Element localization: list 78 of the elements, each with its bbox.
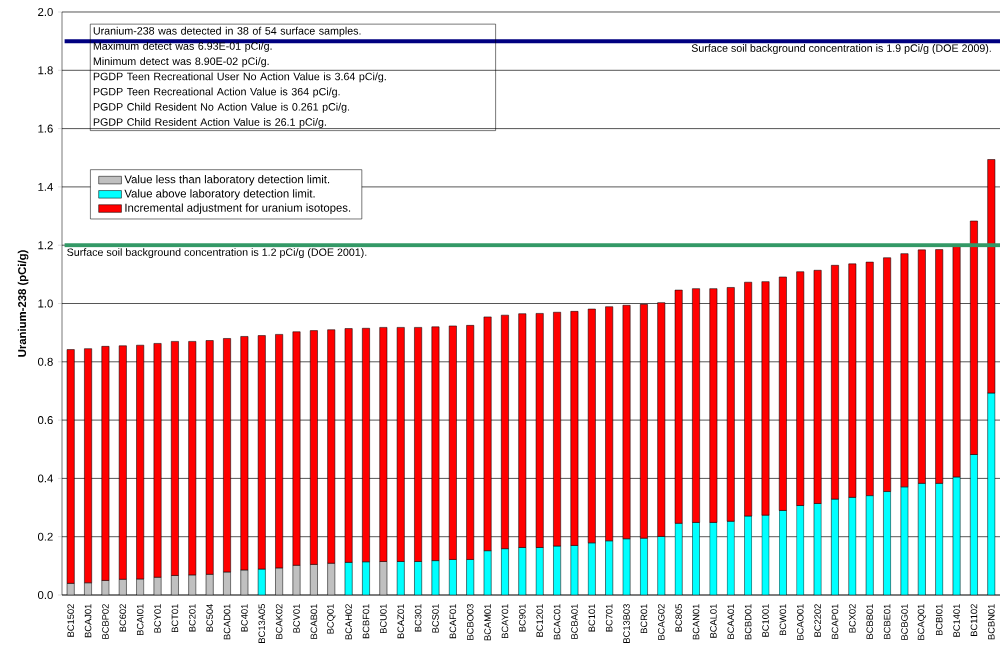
annotation: Maximum detect was 6.93E-01 pCi/g. — [93, 41, 272, 52]
x-tick-label: BCAH02 — [345, 604, 352, 640]
x-tick-label: BCAO01 — [796, 604, 804, 640]
x-tick-label: BCAN01 — [692, 604, 700, 640]
x-tick-label: BC1102 — [970, 604, 978, 636]
x-tick-label: BC301 — [414, 604, 422, 632]
annotation: Uranium-238 was detected in 38 of 54 surface samples. — [93, 26, 361, 37]
x-tick-label: BCW01 — [779, 604, 787, 636]
x-tick-label: BC201 — [188, 604, 196, 632]
x-tick-label: BC1401 — [953, 604, 960, 637]
annotation: PGDP Child Resident Action Value is 26.1 pCi/g. — [93, 117, 326, 128]
x-tick-label: BCBN01 — [988, 604, 995, 640]
annotation: PGDP Teen Recreational User No Action Value is 3.64 pCi/g. — [93, 72, 386, 83]
x-tick-label: BC701 — [605, 604, 613, 632]
x-tick-label: BCBE01 — [883, 604, 891, 639]
y-tick-label: 2.0 — [38, 8, 53, 17]
x-tick-label: BC805 — [675, 604, 682, 632]
x-tick-label: BCAI01 — [136, 604, 144, 636]
annotation: PGDP Child Resident No Action Value is 0.261 pCi/g. — [93, 102, 350, 113]
y-tick-label: 1.6 — [38, 124, 53, 133]
ref-line-label: Surface soil background concentration is 1.2 pCi/g (DOE 2001). — [67, 248, 367, 259]
x-tick-label: BC504 — [206, 603, 213, 632]
legend-label: Value above laboratory detection limit. — [124, 189, 315, 200]
x-tick-label: BC1502 — [67, 604, 74, 637]
x-tick-label: BCX02 — [849, 604, 856, 633]
x-tick-label: BCAF01 — [449, 604, 457, 639]
x-tick-label: BCAC01 — [553, 604, 561, 640]
x-tick-label: BC13B03 — [623, 604, 630, 643]
x-tick-label: BC13A05 — [258, 604, 266, 643]
y-tick-label: 0.0 — [37, 591, 53, 600]
y-tick-label: 0.6 — [37, 416, 53, 425]
x-tick-label: BCBA01 — [571, 604, 578, 639]
y-tick-label: 1.4 — [38, 183, 53, 191]
x-tick-label: BC401 — [241, 604, 248, 632]
x-tick-label: BCAY01 — [501, 604, 509, 639]
x-tick-label: BCAP01 — [831, 604, 839, 639]
x-tick-label: BC901 — [519, 604, 526, 632]
x-tick-label: BCBP02 — [102, 604, 109, 639]
x-tick-label: BCS01 — [432, 604, 439, 633]
x-tick-label: BCAK02 — [275, 604, 283, 639]
y-tick-label: 1.8 — [38, 66, 53, 75]
legend-label: Incremental adjustment for uranium isotopes. — [125, 203, 351, 214]
x-tick-label: BCV01 — [293, 604, 300, 633]
y-tick-label: 0.2 — [37, 532, 53, 541]
annotation: Minimum detect was 8.90E-02 pCi/g. — [93, 57, 269, 68]
annotation: PGDP Teen Recreational Action Value is 364 pCi/g. — [93, 87, 340, 98]
x-tick-label: BC101 — [588, 604, 596, 632]
x-tick-label: BCR01 — [640, 604, 648, 634]
x-tick-label: BC2202 — [814, 604, 821, 637]
x-tick-label: BC602 — [119, 604, 127, 632]
x-tick-label: BCQ01 — [327, 604, 336, 634]
x-tick-label: BCU01 — [380, 604, 387, 634]
x-tick-label: BCBO03 — [466, 604, 474, 640]
ref-line-label: Surface soil background concentration is 1.9 pCi/g (DOE 2009). — [691, 44, 991, 55]
x-tick-label: BCAL01 — [710, 604, 717, 638]
x-tick-label: BC1001 — [762, 604, 769, 637]
x-tick-label: BCBF01 — [362, 604, 370, 639]
x-tick-label: BCBB01 — [866, 604, 874, 639]
x-tick-label: BCAM01 — [484, 604, 491, 641]
x-tick-label: BCY01 — [154, 604, 161, 633]
x-tick-label: BC1201 — [536, 604, 543, 637]
y-tick-label: 1.2 — [38, 241, 53, 250]
x-tick-label: BCT01 — [171, 604, 179, 632]
x-tick-label: BCAA01 — [727, 604, 735, 639]
x-tick-label: BCAD01 — [223, 604, 231, 640]
x-tick-label: BCBI01 — [935, 604, 943, 636]
y-tick-label: 0.4 — [37, 474, 53, 483]
legend-label: Value less than laboratory detection limit. — [124, 175, 330, 186]
x-tick-label: BCAJ01 — [84, 604, 92, 638]
x-tick-label: BCAB01 — [310, 604, 318, 639]
x-tick-label: BCAZ01 — [397, 604, 405, 639]
y-tick-label: 1.0 — [38, 299, 53, 308]
x-tick-label: BCAG02 — [657, 604, 665, 640]
y-axis-title: Uranium-238 (pCi/g) — [17, 250, 29, 357]
x-tick-label: BCBG01 — [901, 604, 908, 640]
y-tick-label: 0.8 — [37, 357, 53, 366]
x-tick-label: BCBD01 — [744, 604, 752, 640]
x-tick-label: BCAQ01 — [917, 604, 926, 640]
